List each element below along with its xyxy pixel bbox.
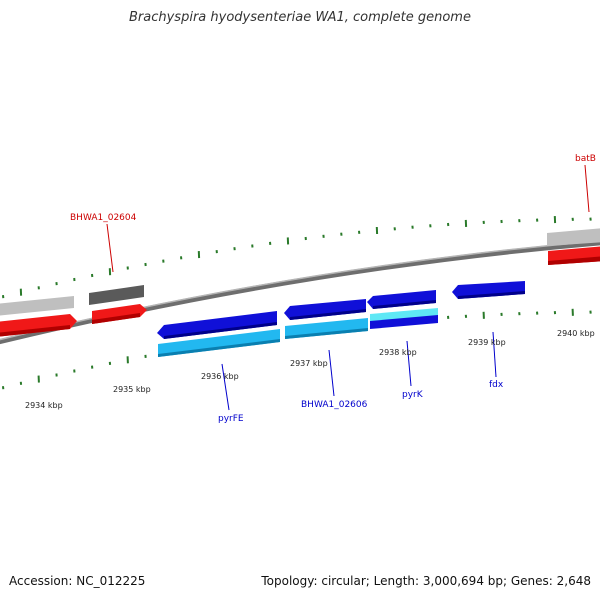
kbp-label: 2939 kbp <box>468 338 506 347</box>
leader-pyrK <box>406 340 412 387</box>
kbp-label: 2936 kbp <box>201 372 239 381</box>
gene-blue-02606-shade <box>290 309 366 320</box>
kbp-label: 2937 kbp <box>290 359 328 368</box>
gene-red-left-shade <box>0 325 70 337</box>
gene-grey-left <box>0 296 74 316</box>
kbp-label: 2935 kbp <box>113 385 151 394</box>
label-leaders <box>106 164 590 411</box>
gene-label-fdx[interactable]: fdx <box>489 380 504 390</box>
gene-blue-fdx-shade <box>458 291 525 299</box>
gene-blue-02606 <box>284 299 366 320</box>
gene-darkgrey-02604 <box>89 285 144 305</box>
gene-cyan-pyrK <box>370 308 438 322</box>
gene-blue-pyrK-2 <box>370 315 438 329</box>
kbp-label: 2934 kbp <box>25 401 63 410</box>
gene-cyan-02606 <box>285 318 368 339</box>
genome-backbone <box>0 240 600 345</box>
gene-cyan-02606-shade <box>285 328 368 339</box>
gene-red-batB-shade <box>548 256 600 265</box>
forward-genes <box>0 228 600 337</box>
gene-label-pyrK[interactable]: pyrK <box>402 390 424 400</box>
genome-backbone-highlight <box>0 240 600 341</box>
gene-blue-pyrK-shade <box>373 300 436 309</box>
leader-batB <box>584 164 590 213</box>
gene-label-02606[interactable]: BHWA1_02606 <box>301 400 368 410</box>
gene-labels: BHWA1_02604 batB pyrFE BHWA1_02606 pyrK … <box>70 154 596 424</box>
reverse-genes <box>157 281 525 357</box>
leader-fdx <box>492 331 497 378</box>
map-title: Brachyspira hyodysenteriae WA1, complete… <box>129 10 471 25</box>
gene-red-02604-shade <box>92 313 140 324</box>
gene-label-batB[interactable]: batB <box>575 154 596 164</box>
kbp-labels: 2934 kbp 2935 kbp 2936 kbp 2937 kbp 2938… <box>25 329 595 410</box>
gene-grey-batB <box>547 228 600 246</box>
gene-cyan-pyrFE <box>158 329 280 357</box>
kbp-label: 2938 kbp <box>379 348 417 357</box>
genome-summary-text: Topology: circular; Length: 3,000,694 bp… <box>261 574 591 588</box>
gene-label-02604[interactable]: BHWA1_02604 <box>70 213 137 223</box>
upper-ticks <box>2 216 592 299</box>
gene-blue-pyrFE <box>157 311 277 339</box>
gene-cyan-pyrFE-shade <box>158 339 280 357</box>
leader-pyrFE <box>221 363 230 411</box>
leader-02604 <box>106 223 114 273</box>
gene-blue-pyrFE-shade <box>164 322 277 339</box>
kbp-label: 2940 kbp <box>557 329 595 338</box>
leader-02606 <box>328 349 335 397</box>
gene-label-pyrFE[interactable]: pyrFE <box>218 414 244 424</box>
accession-text: Accession: NC_012225 <box>9 574 146 588</box>
